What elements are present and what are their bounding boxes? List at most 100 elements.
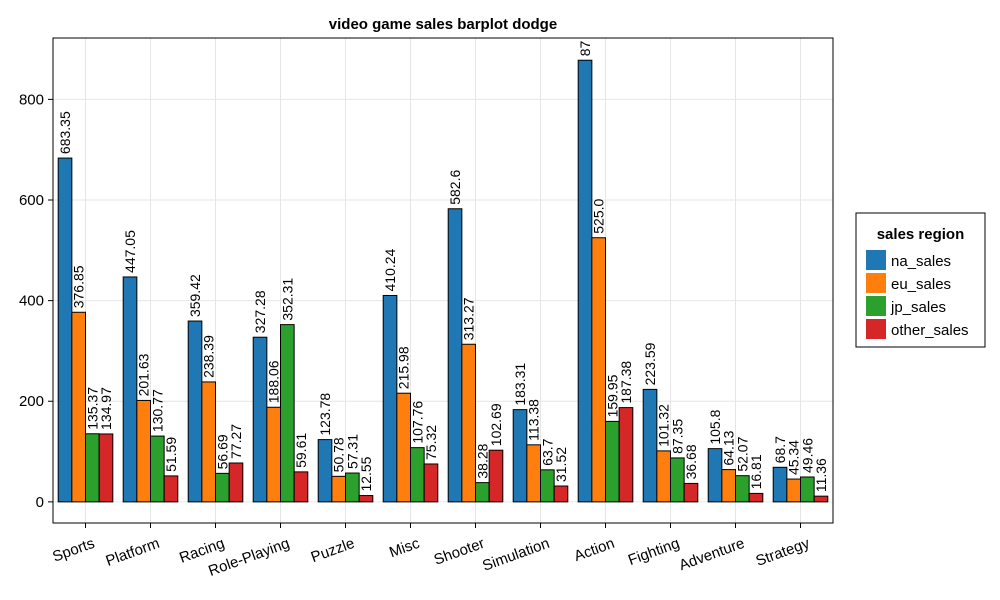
data-label: 134.97: [98, 387, 114, 430]
bar-other_sales-misc: [423, 463, 439, 503]
data-label: 49.46: [799, 438, 815, 473]
data-label: 101.32: [656, 404, 672, 447]
x-tick-label: Shooter: [432, 535, 487, 569]
bar-jp_sales-adventure: [735, 475, 750, 503]
data-label: 36.68: [683, 444, 699, 479]
data-label: 107.76: [409, 401, 425, 444]
bar-other_sales-racing: [228, 462, 244, 503]
data-label: 51.59: [163, 437, 179, 472]
bar-eu_sales-sports: [71, 311, 86, 503]
data-label: 45.34: [786, 440, 802, 475]
data-label: 87.35: [669, 419, 685, 454]
chart-title: video game sales barplot dodge: [329, 16, 557, 33]
data-label: 56.69: [214, 434, 230, 469]
legend-swatch-eu_sales: [866, 273, 886, 293]
data-label: 68.7: [772, 436, 788, 463]
bar-eu_sales-racing: [201, 381, 217, 503]
legend: sales region na_sales eu_sales jp_salesothe…: [855, 212, 986, 348]
data-label: 16.81: [748, 454, 764, 489]
data-label: 183.31: [512, 363, 528, 406]
x-tick-label: Misc: [387, 535, 422, 562]
data-label: 31.52: [553, 447, 569, 482]
bar-na_sales-platform: [122, 276, 138, 503]
bar-na_sales-shooter: [447, 208, 463, 503]
legend-label-na_sales: na_sales: [891, 253, 951, 270]
data-label: 238.39: [201, 335, 217, 378]
legend-swatch-na_sales: [866, 250, 886, 270]
legend-label-jp_sales: jp_sales: [890, 299, 946, 316]
data-label: 130.77: [149, 389, 165, 432]
bar-eu_sales-shooter: [461, 343, 477, 503]
legend-label-other_sales: other_sales: [891, 322, 969, 339]
data-label: 59.61: [293, 433, 309, 468]
bar-other_sales-sports: [98, 433, 114, 503]
data-label: 447.05: [122, 230, 138, 273]
bar-other_sales-strategy: [813, 495, 829, 503]
data-label: 77.27: [228, 424, 244, 459]
data-label: 525.0: [591, 198, 607, 233]
bar-na_sales-puzzle: [317, 439, 333, 503]
legend-title: sales region: [877, 226, 965, 243]
y-tick-label: 200: [19, 393, 44, 410]
data-label: 102.69: [488, 403, 504, 446]
data-label: 327.28: [252, 290, 268, 333]
bar-other_sales-platform: [163, 475, 179, 503]
bar-jp_sales-racing: [215, 472, 230, 503]
bar-eu_sales-role-playing: [266, 406, 282, 503]
y-tick-label: 800: [19, 91, 44, 108]
x-tick-label: Sports: [50, 535, 97, 566]
y-tick-label: 0: [36, 494, 44, 511]
y-tick-label: 400: [19, 293, 44, 310]
data-label: 582.6: [447, 170, 463, 205]
x-tick-label: Puzzle: [309, 535, 357, 566]
bar-eu_sales-strategy: [786, 478, 801, 503]
data-label: 38.28: [474, 443, 490, 478]
data-label: 105.8: [707, 409, 723, 444]
x-tick-label: Fighting: [626, 535, 682, 569]
legend-swatch-jp_sales: [866, 296, 886, 316]
bar-jp_sales-puzzle: [345, 472, 360, 503]
data-label: 352.31: [279, 278, 295, 321]
bar-other_sales-role-playing: [293, 471, 309, 503]
data-label: 187.38: [618, 361, 634, 404]
bar-jp_sales-fighting: [670, 457, 685, 503]
bar-jp_sales-strategy: [800, 476, 815, 503]
legend-swatch-other_sales: [866, 319, 886, 339]
bar-na_sales-fighting: [642, 388, 658, 503]
bar-other_sales-adventure: [748, 492, 764, 503]
data-label: 201.63: [136, 353, 152, 396]
bar-other_sales-puzzle: [358, 495, 374, 503]
bar-other_sales-simulation: [553, 485, 569, 503]
bar-na_sales-sports: [57, 157, 73, 503]
x-tick-label: Adventure: [677, 535, 747, 574]
data-label: 50.78: [331, 437, 347, 472]
y-tick-label: 600: [19, 192, 44, 209]
bar-na_sales-misc: [382, 294, 398, 503]
bar-other_sales-fighting: [683, 482, 699, 503]
data-label: 359.42: [187, 274, 203, 317]
data-label: 215.98: [396, 346, 412, 389]
bar-eu_sales-adventure: [721, 469, 736, 503]
bar-na_sales-action: [577, 59, 593, 503]
bar-jp_sales-shooter: [475, 482, 490, 503]
legend-label-eu_sales: eu_sales: [891, 276, 951, 293]
data-label: 113.38: [526, 399, 542, 441]
x-tick-label: Strategy: [754, 535, 813, 570]
plot-frame: [52, 37, 834, 524]
data-labels: 683.35 447.05 359.42 327.28 123.78 410.24 582.…: [57, 40, 829, 492]
bar-jp_sales-platform: [150, 435, 165, 503]
data-label: 52.07: [734, 436, 750, 471]
x-tick-label: Simulation: [480, 535, 552, 575]
data-label: 75.32: [423, 425, 439, 460]
bar-other_sales-action: [618, 407, 634, 503]
bar-jp_sales-sports: [85, 433, 100, 503]
x-tick-label: Action: [572, 535, 617, 565]
data-label: 57.31: [344, 434, 360, 469]
data-label: 313.27: [461, 297, 477, 340]
data-label: 410.24: [382, 248, 398, 291]
bar-eu_sales-fighting: [656, 450, 671, 503]
data-label: 12.55: [358, 456, 374, 491]
data-label: 123.78: [317, 393, 333, 436]
data-label: 64.13: [721, 430, 737, 465]
bar-eu_sales-action: [591, 237, 606, 503]
